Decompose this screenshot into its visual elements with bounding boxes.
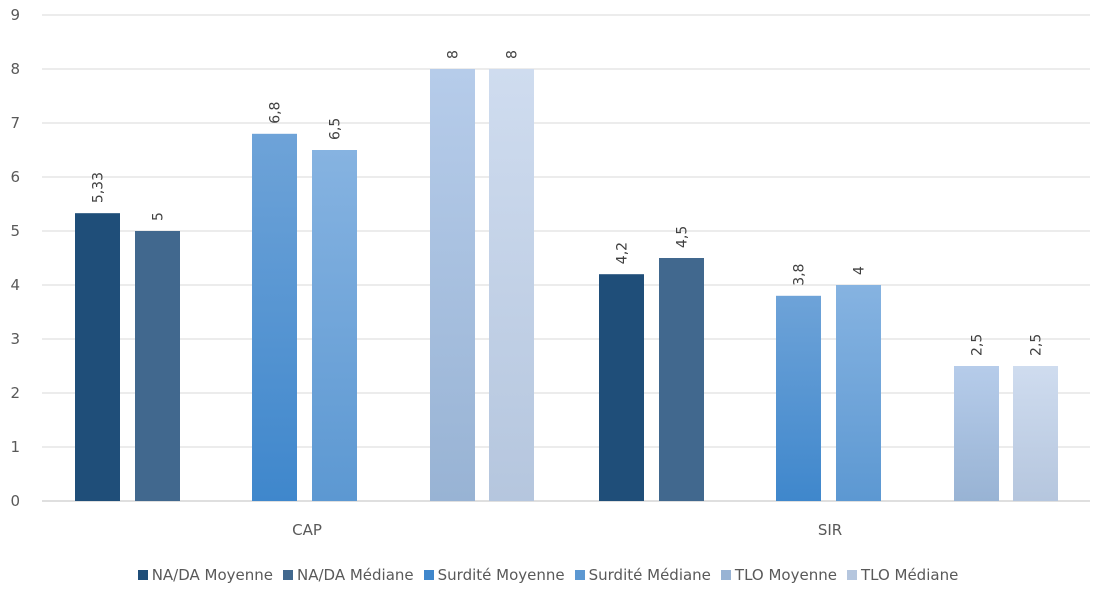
bar-cap-2 — [135, 231, 180, 501]
legend-item: Surdité Médiane — [574, 566, 711, 584]
bar-cap-6 — [489, 69, 534, 501]
data-label: 3,8 — [792, 264, 808, 286]
y-tick-label: 4 — [10, 276, 20, 294]
legend-swatch — [137, 570, 148, 580]
legend-item: TLO Moyenne — [720, 566, 837, 584]
data-labels: 5,33 5 6,8 6,5 8 8 4,2 4,5 3,8 4 2,5 2,5 — [91, 50, 1045, 356]
bar-cap-3 — [252, 133, 297, 502]
data-label: 4,2 — [615, 242, 631, 264]
data-label: 6,8 — [268, 102, 284, 124]
legend-label: NA/DA Moyenne — [151, 566, 274, 584]
bar-cap-4 — [312, 150, 357, 501]
legend-swatch — [720, 570, 731, 580]
y-tick-label: 5 — [10, 222, 20, 240]
data-label: 5 — [151, 212, 167, 221]
legend-item: TLO Médiane — [846, 566, 959, 584]
data-label: 2,5 — [970, 334, 986, 356]
legend: NA/DA Moyenne NA/DA Médiane Surdité Moyenn… — [0, 566, 1096, 584]
y-tick-label: 2 — [10, 384, 20, 402]
category-label-sir: SIR — [818, 521, 842, 539]
bar-sir-2 — [659, 258, 704, 501]
x-axis-categories: CAP SIR — [292, 521, 842, 539]
legend-item: NA/DA Médiane — [283, 566, 414, 584]
data-label: 5,33 — [91, 172, 107, 203]
bars — [75, 69, 1058, 502]
bar-sir-5 — [954, 366, 999, 501]
legend-swatch — [574, 570, 585, 580]
bar-sir-1 — [599, 274, 644, 501]
data-label: 8 — [446, 50, 462, 59]
bar-cap-5 — [430, 69, 475, 501]
bar-sir-4 — [836, 285, 881, 501]
legend-item: Surdité Moyenne — [423, 566, 565, 584]
data-label: 4,5 — [675, 226, 691, 248]
bar-cap-1 — [75, 213, 120, 501]
legend-swatch — [846, 570, 857, 580]
data-label: 6,5 — [328, 118, 344, 140]
y-tick-label: 3 — [10, 330, 20, 348]
legend-label: NA/DA Médiane — [297, 566, 414, 584]
legend-label: TLO Médiane — [860, 566, 959, 584]
gridlines — [42, 14, 1090, 502]
data-label: 4 — [852, 266, 868, 275]
legend-item: NA/DA Moyenne — [137, 566, 274, 584]
y-tick-label: 0 — [10, 492, 20, 510]
y-tick-label: 6 — [10, 168, 20, 186]
data-label: 2,5 — [1029, 334, 1045, 356]
legend-label: Surdité Médiane — [588, 566, 711, 584]
legend-swatch — [283, 570, 294, 580]
bar-sir-6 — [1013, 366, 1058, 501]
category-label-cap: CAP — [292, 521, 322, 539]
y-axis-ticks: 0 1 2 3 4 5 6 7 8 9 — [10, 6, 20, 510]
y-tick-label: 7 — [10, 114, 20, 132]
y-tick-label: 1 — [10, 438, 20, 456]
legend-swatch — [423, 570, 434, 580]
data-label: 8 — [505, 50, 521, 59]
y-tick-label: 9 — [10, 6, 20, 24]
bar-sir-3 — [776, 295, 821, 501]
legend-label: Surdité Moyenne — [437, 566, 565, 584]
y-tick-label: 8 — [10, 60, 20, 78]
legend-label: TLO Moyenne — [734, 566, 837, 584]
